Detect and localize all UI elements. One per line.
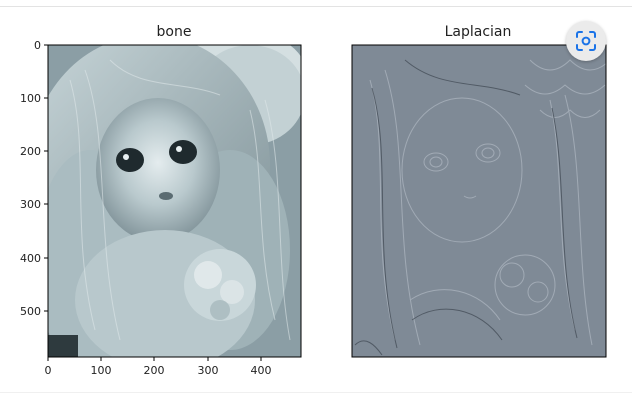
google-lens-search-icon[interactable] (566, 21, 606, 61)
bone-x-tick-label: 0 (45, 364, 52, 377)
bone-y-tick-label: 100 (20, 92, 41, 105)
laplacian-axes-frame (351, 44, 607, 358)
bone-y-tick-label: 0 (34, 39, 41, 52)
bone-x-tick-label: 200 (144, 364, 165, 377)
bone-y-tick-label: 200 (20, 145, 41, 158)
output-top-divider (0, 6, 632, 7)
bone-x-tick-label: 300 (198, 364, 219, 377)
panel-title-bone: bone (157, 24, 192, 40)
bone-y-tick-label: 400 (20, 252, 41, 265)
bone-x-tick-label: 100 (91, 364, 112, 377)
bone-axes-frame (47, 44, 302, 358)
bone-x-tick-label: 400 (251, 364, 272, 377)
lens-glyph (576, 31, 596, 51)
laplacian-image (352, 45, 606, 357)
output-bottom-divider (0, 392, 632, 393)
panel-title-laplacian: Laplacian (445, 24, 512, 40)
bone-y-tick-label: 300 (20, 198, 41, 211)
bone-y-tick-label: 500 (20, 305, 41, 318)
bone-image (48, 45, 301, 357)
